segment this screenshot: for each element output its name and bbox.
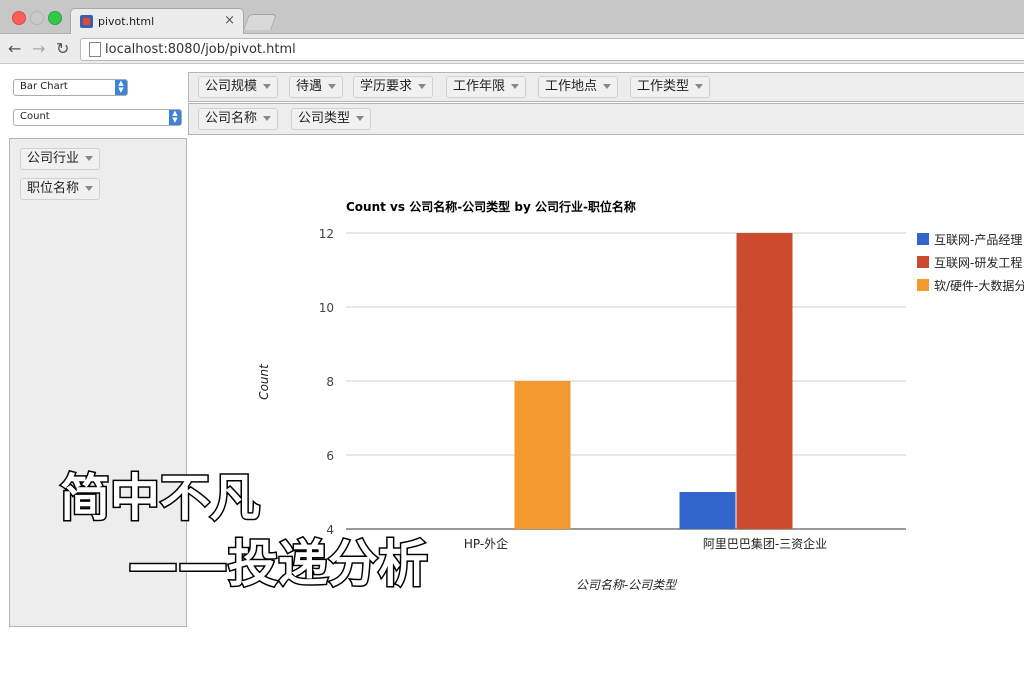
aggregator-select[interactable]: Count ▲ ▼	[13, 109, 182, 126]
field-pill[interactable]: 学历要求	[353, 76, 434, 98]
field-pill[interactable]: 工作地点	[538, 76, 619, 98]
unused-fields-area: 公司行业 职位名称	[9, 138, 187, 627]
field-pill[interactable]: 职位名称	[20, 178, 101, 200]
y-tick-label: 8	[326, 375, 334, 389]
chevron-down-icon[interactable]	[85, 156, 94, 161]
select-arrows-icon: ▲ ▼	[169, 110, 181, 125]
back-arrow-icon[interactable]: ←	[8, 39, 22, 58]
field-label: 待遇	[296, 79, 323, 94]
field-label: 工作年限	[453, 79, 506, 94]
legend-entry: 互联网-研发工程	[934, 255, 1022, 270]
legend-entry: 软/硬件-大数据分	[934, 278, 1024, 293]
y-tick-label: 12	[319, 227, 334, 241]
bar	[514, 381, 571, 529]
overlay-caption-line1: 简中不凡	[59, 468, 262, 529]
field-pill[interactable]: 工作类型	[630, 76, 711, 98]
field-pill[interactable]: 公司类型	[291, 108, 372, 130]
field-label: 公司规模	[205, 79, 258, 94]
x-axis-label: 公司名称-公司类型	[576, 578, 678, 592]
legend-swatch	[917, 279, 929, 291]
col-fields-area: 公司规模 待遇 学历要求 工作年限 工作地点 工作类型	[188, 72, 1024, 102]
field-pill[interactable]: 工作年限	[446, 76, 527, 98]
x-category-label: 阿里巴巴集团-三资企业	[703, 536, 827, 551]
tab-title: pivot.html	[98, 15, 155, 28]
chevron-down-icon[interactable]	[328, 84, 337, 89]
chevron-down-icon[interactable]	[263, 84, 272, 89]
field-label: 公司类型	[298, 111, 351, 126]
field-label: 职位名称	[27, 181, 80, 196]
field-label: 学历要求	[360, 79, 413, 94]
chart-title: Count vs 公司名称-公司类型 by 公司行业-职位名称	[346, 199, 636, 214]
chevron-down-icon[interactable]	[85, 186, 94, 191]
close-window-button[interactable]	[12, 11, 26, 25]
select-arrows-icon: ▲ ▼	[115, 80, 127, 95]
y-tick-label: 4	[326, 523, 334, 537]
overlay-caption-line2: ——投递分析	[127, 534, 430, 595]
address-toolbar: ← → ↻ localhost:8080/job/pivot.html	[0, 34, 1024, 64]
field-label: 公司行业	[27, 151, 80, 166]
renderer-select[interactable]: Bar Chart ▲ ▼	[13, 79, 128, 96]
field-pill[interactable]: 公司名称	[198, 108, 279, 130]
reload-icon[interactable]: ↻	[56, 39, 70, 58]
chevron-down-icon[interactable]	[603, 84, 612, 89]
y-tick-label: 10	[319, 301, 334, 315]
browser-tab[interactable]: pivot.html ×	[70, 8, 244, 35]
aggregator-select-value: Count	[20, 111, 50, 122]
chevron-down-icon[interactable]	[695, 84, 704, 89]
row-fields-area: 公司名称 公司类型	[188, 103, 1024, 135]
address-url: localhost:8080/job/pivot.html	[105, 42, 296, 57]
bar	[679, 492, 736, 529]
legend-swatch	[917, 233, 929, 245]
chevron-down-icon[interactable]	[418, 84, 427, 89]
field-label: 公司名称	[205, 111, 258, 126]
chevron-down-icon[interactable]	[356, 116, 365, 121]
renderer-select-value: Bar Chart	[20, 81, 68, 92]
chevron-down-icon[interactable]	[511, 84, 520, 89]
favicon-icon	[80, 15, 93, 28]
field-label: 工作类型	[637, 79, 690, 94]
tab-close-icon[interactable]: ×	[224, 13, 235, 28]
browser-tab-bar: pivot.html ×	[0, 0, 1024, 35]
y-tick-label: 6	[326, 449, 334, 463]
bar	[736, 233, 793, 529]
field-pill[interactable]: 待遇	[289, 76, 344, 98]
legend-swatch	[917, 256, 929, 268]
page-icon	[89, 42, 101, 57]
field-pill[interactable]: 公司行业	[20, 148, 101, 170]
field-pill[interactable]: 公司规模	[198, 76, 279, 98]
legend-entry: 互联网-产品经理	[934, 233, 1022, 247]
chevron-down-icon[interactable]	[263, 116, 272, 121]
forward-arrow-icon[interactable]: →	[32, 39, 46, 58]
y-axis-label: Count	[257, 363, 271, 400]
field-label: 工作地点	[545, 79, 598, 94]
x-category-label: HP-外企	[464, 536, 508, 551]
maximize-window-button[interactable]	[48, 11, 62, 25]
minimize-window-button[interactable]	[30, 11, 44, 25]
address-bar[interactable]: localhost:8080/job/pivot.html	[80, 38, 1024, 61]
